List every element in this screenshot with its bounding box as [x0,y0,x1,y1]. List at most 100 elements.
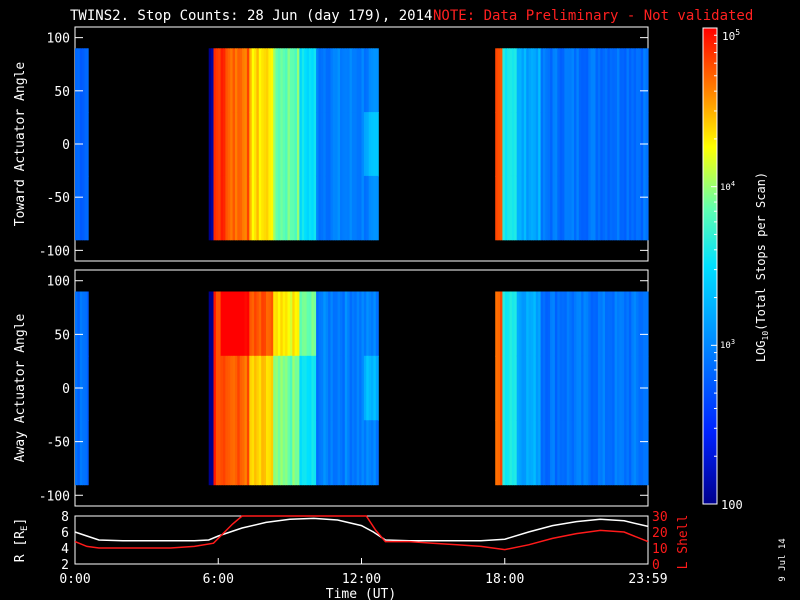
heatmap-cell [230,112,234,177]
x-tick-label: 12:00 [342,572,381,587]
heatmap-cell [275,48,279,113]
heatmap-cell [275,420,279,486]
heatmap-cell [349,175,353,241]
heatmap-cell [75,420,78,486]
heatmap-cell [600,175,604,241]
heatmap-cell [562,48,566,113]
heatmap-cell [337,355,341,421]
heatmap-cell [313,48,317,113]
heatmap-cell [235,48,238,113]
heatmap-cell [294,48,298,113]
heatmap-cell [328,291,332,357]
heatmap-cell [287,355,291,421]
heatmap-cell [375,291,379,357]
heatmap-cell [289,112,293,177]
heatmap-cell [313,355,317,421]
heatmap-cell [323,112,327,177]
heatmap-cell [368,355,372,421]
heatmap-cell [540,420,544,486]
heatmap-cell [208,175,212,241]
heatmap-cell [225,355,229,421]
heatmap-cell [569,48,573,113]
heatmap-cell [605,175,608,241]
heatmap-cell [514,291,518,357]
heatmap-cell [344,291,348,357]
colorbar-upper-label: 104 [720,180,735,193]
heatmap-cell [258,355,262,421]
heatmap-cell [617,175,620,241]
heatmap-cell [266,355,269,421]
heatmap-cell [270,355,274,421]
heatmap-cell [347,175,351,241]
heatmap-cell [371,291,374,357]
heatmap-cell [332,355,336,421]
heatmap-cell [521,175,525,241]
heatmap-cell [628,355,632,421]
heatmap-cell [543,48,546,113]
heatmap-cell [628,48,632,113]
heatmap-cell [588,48,592,113]
heatmap-cell [304,355,308,421]
heatmap-cell [566,355,570,421]
heatmap-cell [600,48,604,113]
heatmap-cell [316,175,320,241]
heatmap-cell [309,175,312,241]
heatmap-cell [504,112,508,177]
heatmap-cell [275,291,279,357]
heatmap-cell [273,112,277,177]
heatmap-cell [208,291,212,357]
heatmap-cell [550,420,554,486]
heatmap-cell [602,112,606,177]
heatmap-cell [597,48,601,113]
heatmap-cell [337,175,341,241]
heatmap-cell [84,175,88,241]
heatmap-cell [275,175,279,241]
heatmap-cell [497,355,501,421]
heatmap-cell [607,291,611,357]
heatmap-cell [545,291,549,357]
heatmap-cell [585,291,589,357]
heatmap-cell [215,112,219,177]
heatmap-cell [640,175,644,241]
heatmap-cell [328,175,332,241]
heatmap-cell [249,291,253,357]
heatmap-cell [289,291,293,357]
heatmap-cell [600,112,604,177]
heatmap-cell [299,355,303,421]
heatmap-cell [552,112,556,177]
heatmap-cell [235,291,238,357]
heatmap-cell [569,355,573,421]
heatmap-cell [292,291,296,357]
heatmap-cell [495,420,499,486]
heatmap-cell [285,48,289,113]
heatmap-cell [351,420,355,486]
heatmap-cell [309,112,312,177]
heatmap-cell [574,355,577,421]
heatmap-cell [361,175,365,241]
heatmap-cell [507,48,511,113]
heatmap-cell [325,48,329,113]
heatmap-cell [235,420,238,486]
heatmap-cell [543,355,546,421]
heatmap-cell [633,291,637,357]
heatmap-cell [344,175,348,241]
heatmap-cell [325,112,329,177]
heatmap-cell [504,420,508,486]
heatmap-cell [638,420,642,486]
heatmap-cell [77,175,81,241]
heatmap-cell [237,48,241,113]
heatmap-cell [266,112,269,177]
heatmap-cell [330,175,334,241]
heatmap-cell [636,112,640,177]
heatmap-cell [554,420,558,486]
heatmap-cell [323,48,327,113]
heatmap-cell [626,355,630,421]
heatmap-cell [261,48,265,113]
heatmap-cell [227,420,231,486]
heatmap-cell [323,355,327,421]
heatmap-cell [626,420,630,486]
heatmap-cell [545,420,549,486]
heatmap-cell [619,112,623,177]
heatmap-cell [273,420,277,486]
heatmap-cell [588,355,592,421]
